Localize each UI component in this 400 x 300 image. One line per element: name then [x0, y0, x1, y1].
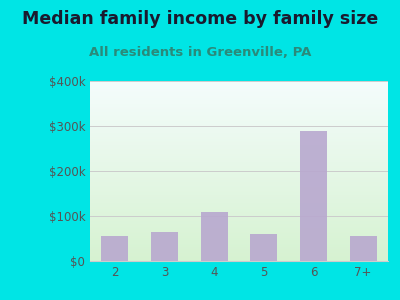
Bar [200, 212, 228, 261]
Bar [250, 234, 278, 261]
Bar [151, 232, 178, 261]
Bar [350, 236, 377, 261]
Bar [101, 236, 128, 261]
Text: Median family income by family size: Median family income by family size [22, 11, 378, 28]
Bar [300, 130, 327, 261]
Text: All residents in Greenville, PA: All residents in Greenville, PA [89, 46, 311, 59]
